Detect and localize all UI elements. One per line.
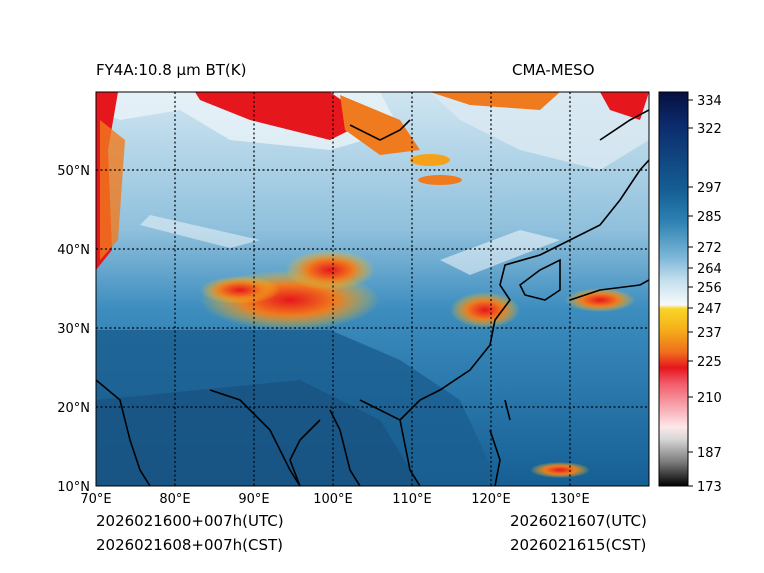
- colorbar-label: 187: [697, 446, 722, 461]
- map-frame: [95, 91, 650, 487]
- colorbar-label: 322: [697, 122, 722, 137]
- valid-time-cst: 2026021615(CST): [510, 536, 647, 554]
- colorbar-label: 264: [697, 262, 722, 277]
- colorbar-label: 272: [697, 241, 722, 256]
- lat-label: 30°N: [57, 322, 90, 337]
- colorbar-label: 334: [697, 94, 722, 109]
- colorbar-label: 297: [697, 181, 722, 196]
- lon-label: 90°E: [238, 492, 269, 507]
- init-time-utc: 2026021600+007h(UTC): [96, 512, 284, 530]
- satellite-image: [96, 92, 649, 486]
- init-time-cst: 2026021608+007h(CST): [96, 536, 284, 554]
- lat-label: 20°N: [57, 401, 90, 416]
- lon-label: 130°E: [550, 492, 590, 507]
- colorbar-label: 237: [697, 326, 722, 341]
- colorbar: [658, 91, 689, 487]
- lon-label: 100°E: [313, 492, 353, 507]
- data-source-label: CMA-MESO: [512, 61, 595, 79]
- colorbar-label: 225: [697, 355, 722, 370]
- lat-label: 50°N: [57, 164, 90, 179]
- lon-label: 120°E: [471, 492, 511, 507]
- map-title: FY4A:10.8 μm BT(K): [96, 61, 247, 79]
- lat-label: 40°N: [57, 243, 90, 258]
- colorbar-label: 210: [697, 391, 722, 406]
- valid-time-utc: 2026021607(UTC): [510, 512, 647, 530]
- colorbar-label: 247: [697, 302, 722, 317]
- lon-label: 80°E: [159, 492, 190, 507]
- lon-label: 110°E: [392, 492, 432, 507]
- lat-label: 10°N: [57, 480, 90, 495]
- colorbar-label: 173: [697, 480, 722, 495]
- colorbar-ticks: [688, 99, 693, 487]
- coastlines: [96, 109, 649, 486]
- colorbar-label: 285: [697, 210, 722, 225]
- lon-label: 70°E: [80, 492, 111, 507]
- colorbar-label: 256: [697, 281, 722, 296]
- graticule: [96, 92, 649, 486]
